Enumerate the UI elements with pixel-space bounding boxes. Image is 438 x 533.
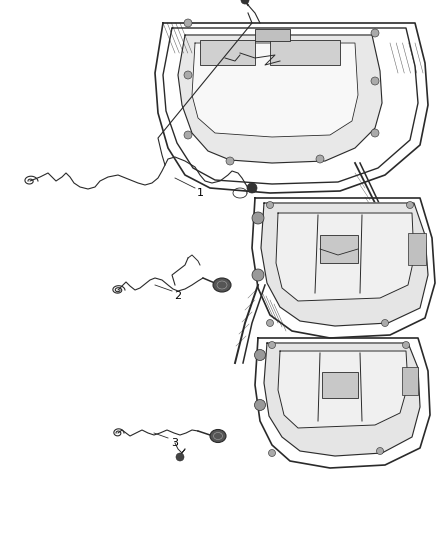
FancyBboxPatch shape — [408, 233, 426, 265]
Circle shape — [406, 201, 413, 208]
FancyBboxPatch shape — [322, 372, 358, 398]
Circle shape — [184, 71, 192, 79]
Circle shape — [377, 448, 384, 455]
Circle shape — [403, 342, 410, 349]
Text: 3: 3 — [172, 438, 179, 448]
Circle shape — [252, 269, 264, 281]
Ellipse shape — [213, 278, 231, 292]
Circle shape — [254, 350, 265, 360]
Text: 2: 2 — [174, 291, 182, 301]
Circle shape — [316, 155, 324, 163]
Circle shape — [371, 77, 379, 85]
FancyBboxPatch shape — [270, 40, 340, 65]
FancyBboxPatch shape — [255, 29, 290, 41]
Circle shape — [176, 453, 184, 461]
Circle shape — [266, 201, 273, 208]
Polygon shape — [276, 213, 414, 301]
Circle shape — [184, 19, 192, 27]
Circle shape — [254, 400, 265, 410]
FancyBboxPatch shape — [402, 367, 418, 395]
Circle shape — [252, 212, 264, 224]
Polygon shape — [178, 35, 382, 163]
Circle shape — [381, 319, 389, 327]
Circle shape — [268, 449, 276, 456]
Circle shape — [247, 183, 257, 193]
Circle shape — [371, 129, 379, 137]
FancyBboxPatch shape — [320, 235, 358, 263]
Polygon shape — [278, 351, 408, 428]
Text: 1: 1 — [197, 188, 204, 198]
Polygon shape — [264, 343, 420, 456]
Polygon shape — [261, 203, 428, 326]
Circle shape — [268, 342, 276, 349]
Circle shape — [184, 131, 192, 139]
Polygon shape — [192, 43, 358, 137]
Circle shape — [266, 319, 273, 327]
Ellipse shape — [210, 430, 226, 442]
Circle shape — [241, 0, 249, 4]
Circle shape — [226, 157, 234, 165]
Circle shape — [371, 29, 379, 37]
FancyBboxPatch shape — [200, 40, 255, 65]
